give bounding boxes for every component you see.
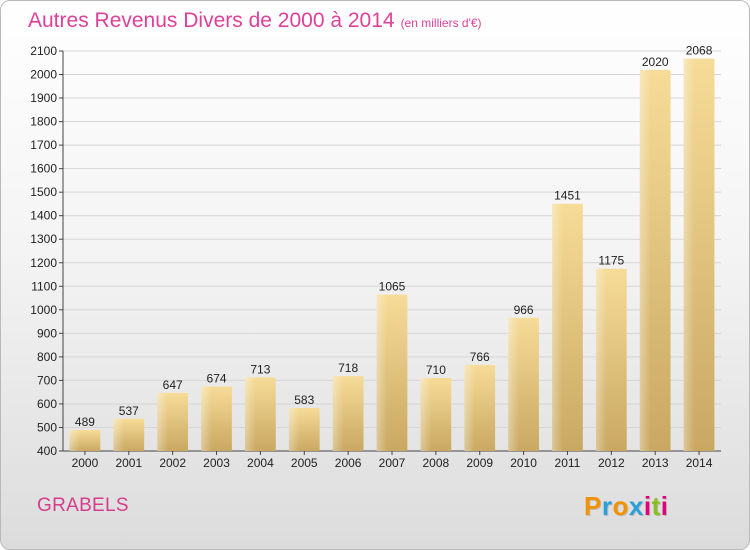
value-label: 537 [119, 404, 139, 418]
y-tick-label: 1400 [30, 209, 57, 223]
labels: 400 500 600 700 800 900 1000 1100 1200 1300 1400 15… [30, 44, 712, 470]
y-tick-label: 500 [37, 420, 57, 434]
y-tick-label: 2100 [30, 44, 57, 58]
y-tick-label: 1500 [30, 185, 57, 199]
y-tick-label: 1900 [30, 91, 57, 105]
chart-title: Autres Revenus Divers de 2000 à 2014 (en … [28, 9, 482, 33]
bar-highlight [683, 58, 695, 451]
x-tick-label: 2005 [291, 456, 318, 470]
y-tick-label: 800 [37, 350, 57, 364]
value-label: 2020 [642, 55, 669, 69]
logo-letter: i [660, 491, 669, 521]
value-label: 583 [294, 393, 314, 407]
y-tick-label: 1600 [30, 162, 57, 176]
x-tick-label: 2010 [510, 456, 537, 470]
x-tick-label: 2012 [598, 456, 625, 470]
y-tick-label: 1000 [30, 303, 57, 317]
y-tick-label: 1300 [30, 232, 57, 246]
x-tick-label: 2008 [423, 456, 450, 470]
x-tick-label: 2013 [642, 456, 669, 470]
value-label: 713 [250, 362, 270, 376]
bar-highlight [420, 378, 432, 451]
bar-highlight [639, 69, 651, 451]
value-label: 966 [514, 303, 534, 317]
x-tick-label: 2002 [159, 456, 186, 470]
bar-highlight [552, 203, 563, 451]
value-label: 647 [163, 378, 183, 392]
bar-highlight [288, 407, 300, 451]
value-label: 1175 [598, 254, 624, 268]
logo-letter: i [643, 491, 652, 521]
value-label: 766 [470, 350, 490, 364]
chart-title-text: Autres Revenus Divers de 2000 à 2014 [28, 9, 395, 32]
y-tick-label: 1800 [30, 115, 57, 129]
x-tick-label: 2003 [203, 456, 230, 470]
bars [69, 58, 715, 451]
y-tick-label: 600 [37, 397, 57, 411]
x-tick-label: 2014 [686, 456, 713, 470]
y-tick-label: 700 [37, 373, 57, 387]
value-label: 674 [207, 372, 227, 386]
logo-letter: P [584, 491, 602, 521]
bar-highlight [157, 392, 169, 451]
value-label: 2068 [686, 44, 713, 58]
x-tick-label: 2004 [247, 456, 274, 470]
value-label: 489 [75, 415, 95, 429]
y-tick-label: 2000 [30, 68, 57, 82]
y-tick-label: 900 [37, 326, 57, 340]
x-tick-label: 2007 [379, 456, 406, 470]
commune-name: GRABELS [37, 495, 129, 516]
value-label: 710 [426, 363, 446, 377]
x-tick-label: 2000 [72, 456, 99, 470]
value-label: 1451 [554, 189, 581, 203]
bar-highlight [201, 386, 212, 451]
proxiti-logo[interactable]: Proxiti [584, 491, 668, 522]
bar-highlight [332, 376, 344, 451]
bar-highlight [508, 317, 519, 451]
value-label: 1065 [379, 280, 406, 294]
bar-highlight [464, 364, 476, 451]
logo-letter: r [601, 491, 613, 521]
y-tick-label: 1100 [31, 279, 57, 293]
chart-unit-note: (en milliers d'€) [400, 16, 482, 30]
bar-highlight [113, 418, 125, 451]
bar-highlight [69, 430, 81, 451]
bar-highlight [245, 377, 256, 451]
y-tick-label: 1700 [30, 138, 57, 152]
x-tick-label: 2001 [115, 456, 142, 470]
value-label: 718 [338, 361, 358, 375]
bar-highlight [595, 268, 607, 451]
x-tick-label: 2009 [466, 456, 493, 470]
x-tick-label: 2006 [335, 456, 362, 470]
logo-letter: o [612, 491, 629, 521]
y-tick-label: 400 [37, 444, 57, 458]
logo-letter: x [628, 491, 644, 521]
bar-highlight [376, 294, 388, 451]
logo-letter: t [651, 491, 661, 521]
x-tick-label: 2011 [555, 456, 581, 470]
y-tick-label: 1200 [30, 256, 57, 270]
